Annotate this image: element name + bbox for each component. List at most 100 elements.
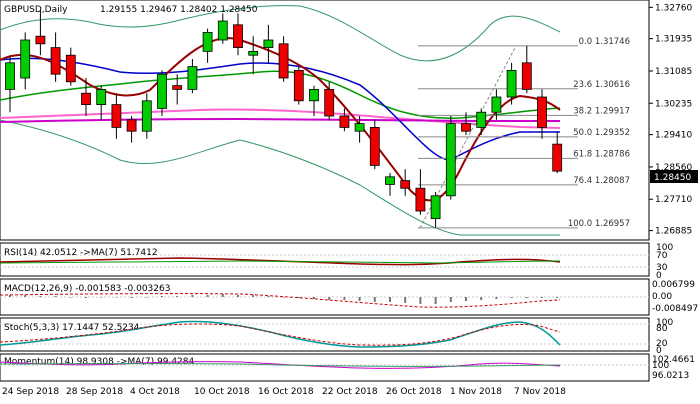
bollinger-lower-band xyxy=(0,119,560,236)
macd-bar xyxy=(556,297,559,298)
candle[interactable] xyxy=(126,116,137,143)
macd-bar xyxy=(358,297,361,301)
macd-bar xyxy=(237,295,239,297)
bear-candle-body xyxy=(552,143,563,172)
momentum-ma-line xyxy=(0,363,561,367)
candle[interactable] xyxy=(445,116,456,200)
bear-candle-body xyxy=(233,24,243,49)
price-tick-label: 1.31935 xyxy=(655,35,692,45)
bull-candle-body xyxy=(141,100,152,132)
macd-signal-line xyxy=(0,293,561,308)
macd-bar xyxy=(145,297,148,298)
rsi-line xyxy=(0,257,561,266)
stoch-d-line xyxy=(0,323,561,346)
macd-bar xyxy=(161,296,163,297)
candle[interactable] xyxy=(521,45,532,94)
candle[interactable] xyxy=(187,59,198,94)
candle[interactable] xyxy=(248,36,259,75)
candle[interactable] xyxy=(430,192,441,228)
candle[interactable] xyxy=(65,47,76,86)
candle[interactable] xyxy=(324,81,335,120)
candle[interactable] xyxy=(263,24,274,63)
macd-bar xyxy=(495,297,498,299)
candle[interactable] xyxy=(278,36,289,82)
candle[interactable] xyxy=(476,108,487,136)
bear-candle-body xyxy=(65,54,76,83)
macd-bar xyxy=(480,297,483,300)
bear-candle-body xyxy=(126,119,137,132)
fibonacci-retracement[interactable]: 0.0 1.31746 23.6 1.30616 38.2 1.29917 50.0 … xyxy=(418,37,630,229)
candlestick-series[interactable] xyxy=(5,9,563,228)
rsi-title: RSI(14) 42.0512 ->MA(7) 51.7412 xyxy=(4,248,158,258)
bear-candle-body xyxy=(461,123,471,132)
candle[interactable] xyxy=(202,28,213,63)
bull-candle-body xyxy=(20,39,31,79)
candle[interactable] xyxy=(461,112,471,136)
x-label-8: 7 Nov 2018 xyxy=(514,387,566,397)
macd-bar xyxy=(465,297,467,301)
bull-candle-body xyxy=(476,111,487,128)
candle[interactable] xyxy=(96,85,107,120)
candle[interactable] xyxy=(81,78,91,117)
candle[interactable] xyxy=(552,132,563,174)
ma-magenta-line xyxy=(0,117,560,123)
macd-bar xyxy=(115,297,118,298)
bear-candle-body xyxy=(521,62,532,90)
x-label-1: 28 Sep 2018 xyxy=(66,387,123,397)
bear-candle-body xyxy=(415,187,426,212)
candle[interactable] xyxy=(50,32,61,82)
fibo-level-label: 61.8 1.28786 xyxy=(573,149,630,159)
bear-candle-body xyxy=(369,127,380,166)
price-axis: 1.32760 1.31935 1.31085 1.30235 1.29410 1.285… xyxy=(649,3,692,237)
bear-candle-body xyxy=(35,35,46,45)
candle[interactable] xyxy=(400,169,411,196)
macd-bar xyxy=(297,297,300,298)
candle[interactable] xyxy=(415,169,426,215)
x-label-0: 24 Sep 2018 xyxy=(2,387,59,397)
candle[interactable] xyxy=(20,32,31,90)
fibo-level-label: 23.6 1.30616 xyxy=(573,80,630,90)
candle[interactable] xyxy=(491,89,502,120)
candle[interactable] xyxy=(217,13,228,44)
candle[interactable] xyxy=(537,89,547,139)
macd-bar xyxy=(130,297,133,298)
price-tick-label: 1.31085 xyxy=(655,67,692,77)
candle[interactable] xyxy=(157,70,167,117)
candle[interactable] xyxy=(172,74,183,105)
macd-bar xyxy=(9,295,11,297)
candle[interactable] xyxy=(506,62,517,105)
bear-candle-body xyxy=(111,104,122,128)
candle[interactable] xyxy=(233,13,243,56)
macd-bar xyxy=(449,297,452,302)
current-price-label: 1.28450 xyxy=(654,173,691,183)
macd-bar xyxy=(100,297,103,298)
macd-bar xyxy=(328,297,331,300)
macd-bar xyxy=(39,296,42,297)
rsi-tick-70: 70 xyxy=(656,251,668,261)
candle[interactable] xyxy=(369,119,380,170)
momentum-title: Momentum(14) 98.9308 ->MA(7) 99.4284 xyxy=(4,357,195,367)
bear-candle-body xyxy=(293,70,304,102)
candle[interactable] xyxy=(35,9,46,56)
candle[interactable] xyxy=(354,116,365,143)
macd-tick-top: 0.006799 xyxy=(652,280,695,290)
macd-bar xyxy=(419,297,422,304)
momentum-panel[interactable] xyxy=(0,353,650,382)
bear-candle-body xyxy=(50,47,61,75)
candle[interactable] xyxy=(385,173,395,196)
candle[interactable] xyxy=(309,85,319,117)
candle[interactable] xyxy=(141,93,152,139)
stoch-k-line xyxy=(0,320,561,348)
candle[interactable] xyxy=(339,108,350,132)
macd-bar xyxy=(541,297,543,298)
candle[interactable] xyxy=(293,66,304,105)
candle[interactable] xyxy=(5,55,15,113)
macd-bar xyxy=(252,295,255,297)
macd-bar xyxy=(85,297,87,298)
rsi-tick-30: 30 xyxy=(656,263,668,273)
price-tick-label: 1.32760 xyxy=(655,3,692,13)
macd-bar xyxy=(54,296,57,297)
candle[interactable] xyxy=(111,93,122,139)
